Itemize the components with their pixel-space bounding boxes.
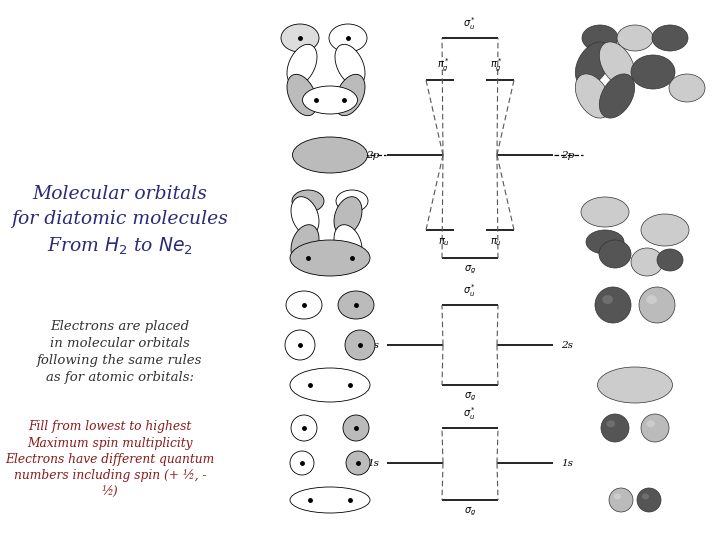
Ellipse shape <box>291 225 319 264</box>
Ellipse shape <box>286 291 322 319</box>
Ellipse shape <box>617 25 653 51</box>
Ellipse shape <box>338 291 374 319</box>
Ellipse shape <box>652 25 688 51</box>
Ellipse shape <box>631 248 663 276</box>
Ellipse shape <box>599 240 631 268</box>
Ellipse shape <box>343 415 369 441</box>
Ellipse shape <box>281 24 319 52</box>
Ellipse shape <box>334 197 362 235</box>
Ellipse shape <box>290 240 370 276</box>
Ellipse shape <box>647 420 655 427</box>
Ellipse shape <box>346 451 370 475</box>
Ellipse shape <box>290 368 370 402</box>
Ellipse shape <box>609 488 633 512</box>
Ellipse shape <box>575 74 611 118</box>
Ellipse shape <box>647 295 657 304</box>
Ellipse shape <box>631 55 675 89</box>
Ellipse shape <box>657 249 683 271</box>
Ellipse shape <box>602 295 613 304</box>
Text: $\sigma_u^*$: $\sigma_u^*$ <box>464 282 477 299</box>
Ellipse shape <box>287 44 317 86</box>
Ellipse shape <box>582 25 618 51</box>
Ellipse shape <box>606 420 615 427</box>
Ellipse shape <box>641 414 669 442</box>
Text: $\sigma_g$: $\sigma_g$ <box>464 506 476 518</box>
Ellipse shape <box>581 197 629 227</box>
Text: 1s: 1s <box>367 458 379 468</box>
Text: 2s: 2s <box>367 341 379 349</box>
Text: $\pi_u$: $\pi_u$ <box>490 236 502 248</box>
Ellipse shape <box>601 414 629 442</box>
Ellipse shape <box>285 330 315 360</box>
Text: $\sigma_g$: $\sigma_g$ <box>464 391 476 403</box>
Text: 1s: 1s <box>561 458 573 468</box>
Text: $\pi_u$: $\pi_u$ <box>438 236 450 248</box>
Ellipse shape <box>335 75 365 116</box>
Ellipse shape <box>639 287 675 323</box>
Text: Fill from lowest to highest
Maximum spin multiplicity
Electrons have different q: Fill from lowest to highest Maximum spin… <box>5 420 215 499</box>
Ellipse shape <box>586 230 624 254</box>
Ellipse shape <box>613 494 621 500</box>
Ellipse shape <box>335 44 365 86</box>
Ellipse shape <box>642 494 649 500</box>
Ellipse shape <box>641 214 689 246</box>
Ellipse shape <box>637 488 661 512</box>
Ellipse shape <box>291 197 319 235</box>
Text: Molecular orbitals
for diatomic molecules
From $H_2$ to $Ne_2$: Molecular orbitals for diatomic molecule… <box>12 185 228 257</box>
Text: $\pi_g^*$: $\pi_g^*$ <box>437 57 450 74</box>
Ellipse shape <box>599 42 635 86</box>
Text: Electrons are placed
in molecular orbitals
following the same rules
as for atomi: Electrons are placed in molecular orbita… <box>37 320 203 384</box>
Ellipse shape <box>598 367 672 403</box>
Ellipse shape <box>669 74 705 102</box>
Text: 2p: 2p <box>366 151 379 159</box>
Ellipse shape <box>290 487 370 513</box>
Text: $\pi_g^*$: $\pi_g^*$ <box>490 57 503 74</box>
Ellipse shape <box>290 451 314 475</box>
Ellipse shape <box>287 75 317 116</box>
Ellipse shape <box>302 86 358 114</box>
Ellipse shape <box>336 190 368 212</box>
Ellipse shape <box>291 415 317 441</box>
Text: 2p: 2p <box>561 151 575 159</box>
Ellipse shape <box>334 225 362 264</box>
Ellipse shape <box>595 287 631 323</box>
Ellipse shape <box>292 137 367 173</box>
Text: 2s: 2s <box>561 341 573 349</box>
Ellipse shape <box>345 330 375 360</box>
Text: $\sigma_g$: $\sigma_g$ <box>464 264 476 276</box>
Ellipse shape <box>575 42 611 86</box>
Ellipse shape <box>599 74 635 118</box>
Text: $\sigma_u^*$: $\sigma_u^*$ <box>464 405 477 422</box>
Text: $\sigma_u^*$: $\sigma_u^*$ <box>464 15 477 32</box>
Ellipse shape <box>329 24 367 52</box>
Ellipse shape <box>292 190 324 212</box>
